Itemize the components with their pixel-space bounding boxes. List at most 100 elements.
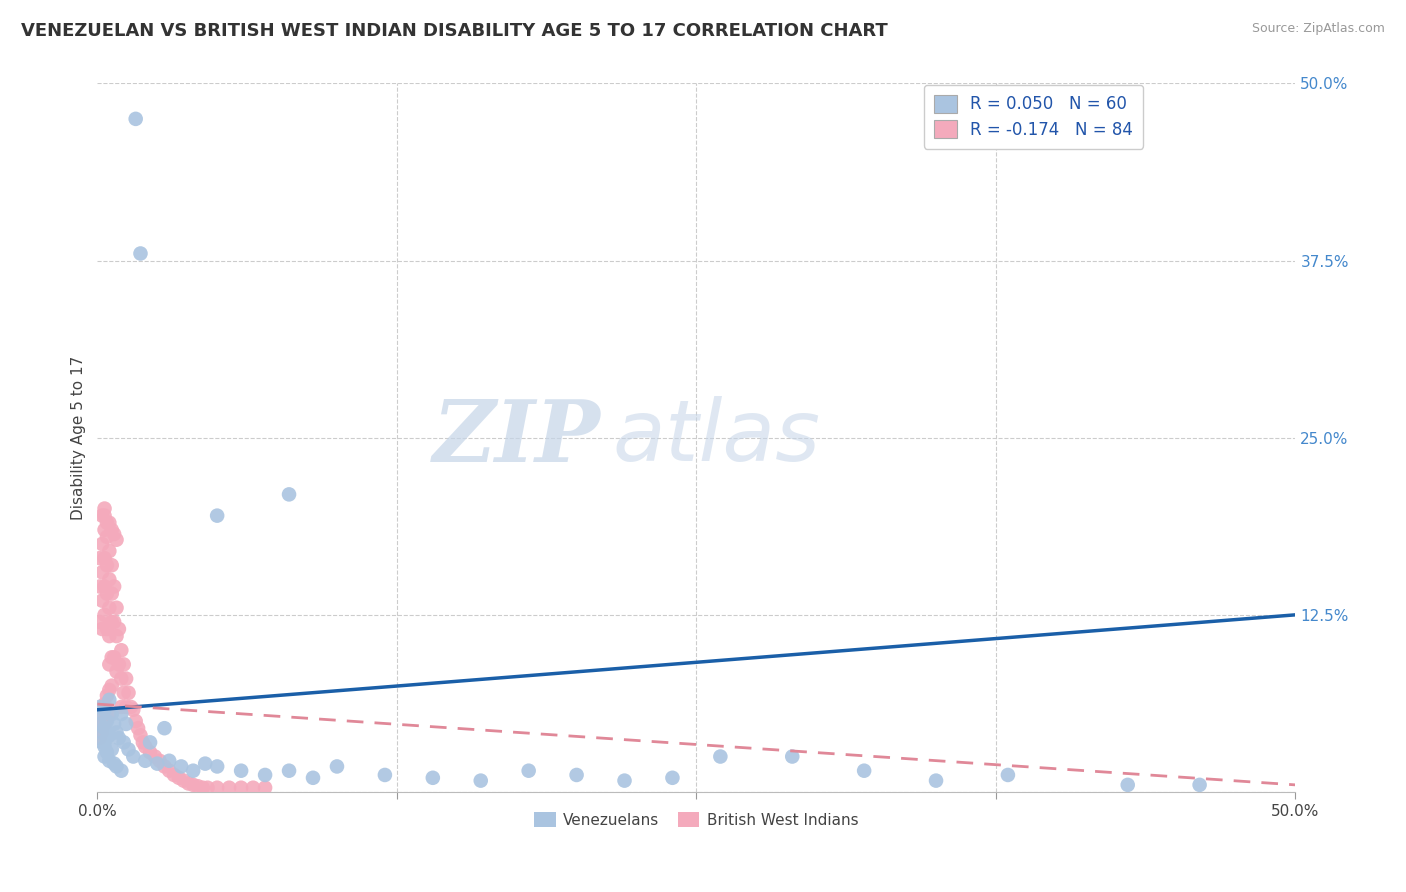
Point [96,558,118,573]
Point [105,533,128,547]
Point [254,768,277,782]
Point [110,700,132,714]
Point [96,711,118,725]
Point [229,780,252,795]
Point [100,742,122,756]
Point [108,657,131,672]
Point [91,725,114,739]
Point [98,693,121,707]
Point [108,622,131,636]
Point [181,764,204,778]
Point [115,672,138,686]
Point [613,773,636,788]
Point [105,665,128,679]
Text: atlas: atlas [613,396,821,479]
Point [96,731,118,745]
Point [96,516,118,530]
Point [117,686,139,700]
Point [96,689,118,703]
Point [93,721,115,735]
Point [105,725,128,739]
Point [96,745,118,759]
Point [89,717,111,731]
Point [103,717,125,731]
Point [89,615,111,629]
Point [108,731,131,745]
Point [134,739,156,754]
Point [112,657,135,672]
Point [96,714,118,728]
Point [112,686,135,700]
Point [98,706,121,721]
Point [173,773,195,788]
Point [110,672,132,686]
Point [1116,778,1139,792]
Point [98,573,121,587]
Point [170,759,193,773]
Text: Source: ZipAtlas.com: Source: ZipAtlas.com [1251,22,1385,36]
Point [122,703,145,717]
Point [96,586,118,600]
Point [181,778,204,792]
Point [139,735,162,749]
Point [302,771,325,785]
Point [517,764,540,778]
Point [93,703,115,717]
Point [110,643,132,657]
Point [853,764,876,778]
Point [110,764,132,778]
Point [103,756,125,771]
Point [197,780,219,795]
Point [163,768,186,782]
Point [89,717,111,731]
Point [129,728,152,742]
Point [254,780,277,795]
Point [98,629,121,643]
Point [422,771,444,785]
Point [93,697,115,711]
Point [218,780,240,795]
Text: ZIP: ZIP [433,396,600,480]
Point [105,629,128,643]
Point [93,551,115,566]
Point [98,754,121,768]
Point [229,764,252,778]
Point [191,780,214,795]
Point [132,735,155,749]
Point [91,725,114,739]
Point [326,759,349,773]
Point [661,771,683,785]
Point [205,759,228,773]
Point [91,566,114,580]
Point [205,508,228,523]
Point [1188,778,1211,792]
Point [153,721,176,735]
Point [177,776,200,790]
Point [98,657,121,672]
Point [89,700,111,714]
Point [91,593,114,607]
Point [709,749,731,764]
Point [98,600,121,615]
Point [100,523,122,537]
Point [100,558,122,573]
Point [129,246,152,260]
Point [149,754,172,768]
Point [125,112,148,126]
Point [115,700,138,714]
Point [157,764,180,778]
Point [105,759,128,773]
Point [374,768,396,782]
Point [134,754,156,768]
Point [91,508,114,523]
Point [194,756,217,771]
Point [146,756,169,771]
Point [98,728,121,742]
Point [205,780,228,795]
Point [100,706,122,721]
Point [98,516,121,530]
Point [89,579,111,593]
Point [91,622,114,636]
Point [93,501,115,516]
Point [139,745,162,759]
